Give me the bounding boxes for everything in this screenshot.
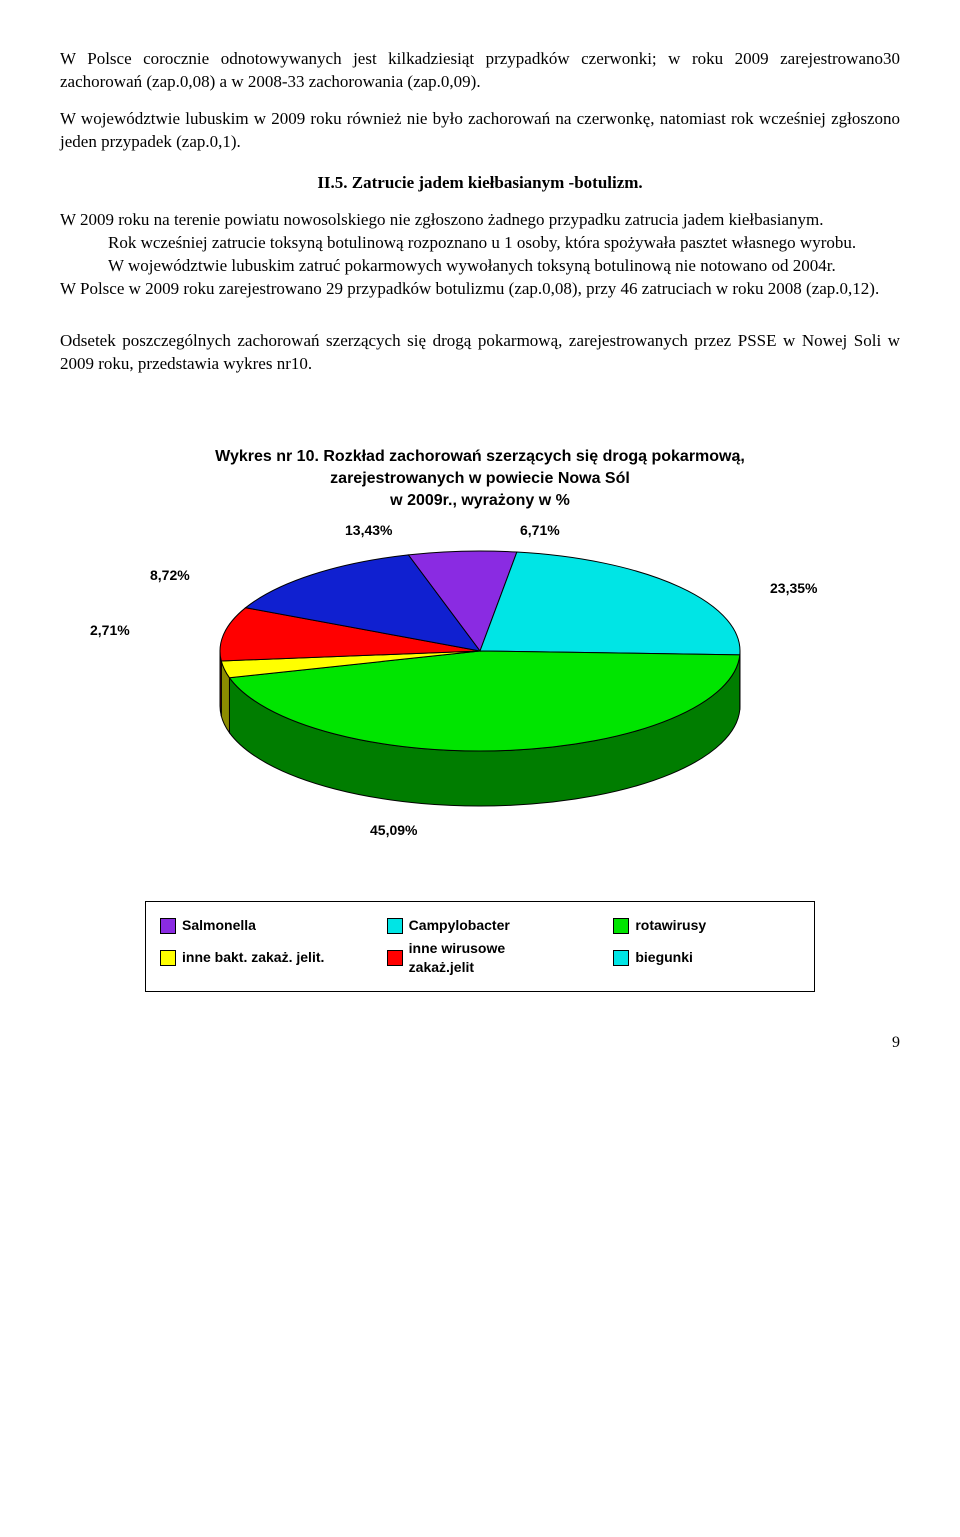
legend-label: inne bakt. zakaż. jelit.	[182, 948, 324, 967]
legend-swatch	[613, 918, 629, 934]
legend-swatch	[613, 950, 629, 966]
pie-chart-svg	[130, 521, 830, 841]
legend-label: rotawirusy	[635, 916, 706, 935]
paragraph-1: W Polsce corocznie odnotowywanych jest k…	[60, 48, 900, 94]
chart-title-line1: Wykres nr 10. Rozkład zachorowań szerząc…	[215, 448, 745, 465]
legend-item: inne bakt. zakaż. jelit.	[160, 939, 347, 977]
paragraph-5: W województwie lubuskim zatruć pokarmowy…	[60, 255, 900, 278]
paragraph-6: W Polsce w 2009 roku zarejestrowano 29 p…	[60, 278, 900, 301]
legend-swatch	[387, 950, 403, 966]
pie-slice-label: 23,35%	[770, 579, 817, 598]
legend-label: inne wirusowe zakaż.jelit	[409, 939, 574, 977]
pie-slice-label: 8,72%	[150, 566, 190, 585]
legend-item: inne wirusowe zakaż.jelit	[387, 939, 574, 977]
page-number: 9	[60, 1032, 900, 1054]
pie-chart: 6,71% 23,35% 45,09% 2,71% 8,72% 13,43%	[90, 521, 870, 841]
pie-slice-label: 2,71%	[90, 621, 130, 640]
legend-swatch	[387, 918, 403, 934]
paragraph-3: W 2009 roku na terenie powiatu nowosolsk…	[60, 209, 900, 232]
pie-slice-label: 45,09%	[370, 821, 417, 840]
legend-label: Salmonella	[182, 916, 256, 935]
legend-row: inne bakt. zakaż. jelit. inne wirusowe z…	[160, 939, 800, 977]
paragraph-4: Rok wcześniej zatrucie toksyną botulinow…	[60, 232, 900, 255]
chart-title-line3: w 2009r., wyrażony w %	[390, 492, 570, 509]
legend-swatch	[160, 918, 176, 934]
legend-label: biegunki	[635, 948, 693, 967]
pie-slice-label: 13,43%	[345, 521, 392, 540]
pie-slice-label: 6,71%	[520, 521, 560, 540]
paragraph-2: W województwie lubuskim w 2009 roku równ…	[60, 108, 900, 154]
section-heading: II.5. Zatrucie jadem kiełbasianym -botul…	[60, 172, 900, 195]
legend-item: Salmonella	[160, 916, 347, 935]
paragraph-7: Odsetek poszczególnych zachorowań szerzą…	[60, 330, 900, 376]
legend-item: Campylobacter	[387, 916, 574, 935]
chart-legend: Salmonella Campylobacter rotawirusy inne…	[145, 901, 815, 992]
chart-title-line2: zarejestrowanych w powiecie Nowa Sól	[330, 470, 630, 487]
legend-item: biegunki	[613, 939, 800, 977]
legend-label: Campylobacter	[409, 916, 510, 935]
legend-item: rotawirusy	[613, 916, 800, 935]
chart-title: Wykres nr 10. Rozkład zachorowań szerząc…	[60, 446, 900, 511]
legend-row: Salmonella Campylobacter rotawirusy	[160, 916, 800, 935]
legend-swatch	[160, 950, 176, 966]
